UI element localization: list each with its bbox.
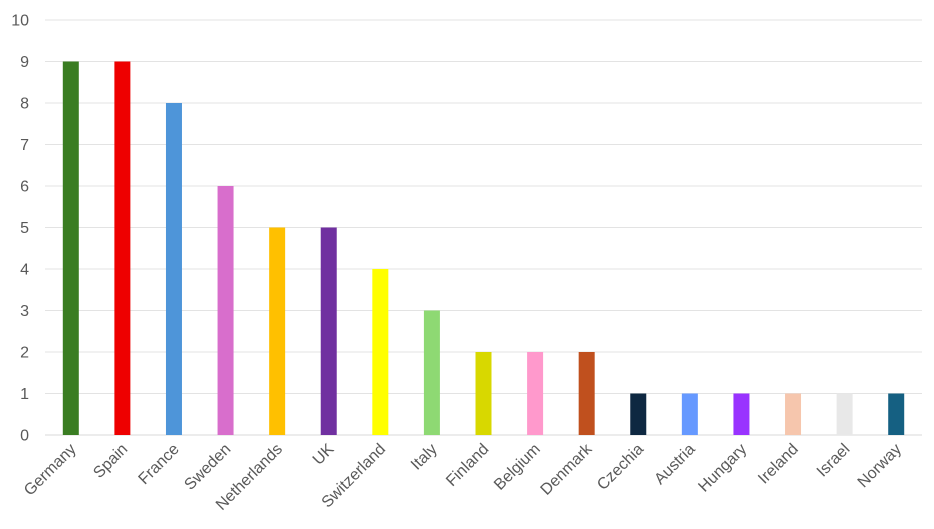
bar-israel bbox=[836, 393, 853, 435]
y-tick-label: 4 bbox=[20, 262, 29, 279]
y-tick-label: 0 bbox=[20, 428, 29, 445]
x-tick-label: Israel bbox=[814, 441, 854, 481]
x-tick-label: Czechia bbox=[594, 441, 647, 494]
x-tick-label: Norway bbox=[855, 441, 905, 491]
bar-italy bbox=[423, 310, 440, 435]
x-tick-label: Austria bbox=[651, 441, 698, 488]
x-tick-label: Sweden bbox=[181, 441, 234, 494]
x-tick-label: Ireland bbox=[755, 441, 802, 488]
x-tick-label: Spain bbox=[90, 441, 131, 482]
bars bbox=[62, 61, 905, 435]
y-tick-label: 9 bbox=[20, 54, 29, 71]
bar-austria bbox=[681, 393, 698, 435]
bar-uk bbox=[320, 227, 337, 435]
x-tick-label: Italy bbox=[408, 441, 441, 474]
bar-netherlands bbox=[269, 227, 286, 435]
x-tick-label: Finland bbox=[443, 441, 492, 490]
bar-hungary bbox=[733, 393, 750, 435]
gridlines bbox=[45, 19, 922, 436]
y-tick-label: 10 bbox=[11, 13, 29, 30]
bar-czechia bbox=[630, 393, 647, 435]
bar-sweden bbox=[217, 186, 234, 435]
y-tick-label: 8 bbox=[20, 96, 29, 113]
y-tick-label: 6 bbox=[20, 179, 29, 196]
bar-switzerland bbox=[372, 269, 389, 435]
bar-denmark bbox=[578, 352, 595, 435]
bar-belgium bbox=[527, 352, 544, 435]
y-tick-label: 1 bbox=[20, 386, 29, 403]
bar-spain bbox=[114, 61, 131, 435]
bar-finland bbox=[475, 352, 492, 435]
x-tick-label: Hungary bbox=[695, 441, 750, 496]
bar-france bbox=[165, 103, 182, 435]
y-tick-label: 2 bbox=[20, 345, 29, 362]
bar-ireland bbox=[785, 393, 802, 435]
x-tick-label: France bbox=[136, 441, 183, 488]
y-tick-label: 7 bbox=[20, 137, 29, 154]
y-tick-label: 5 bbox=[20, 220, 29, 237]
x-tick-label: UK bbox=[310, 441, 338, 469]
y-tick-label: 3 bbox=[20, 303, 29, 320]
x-tick-label: Belgium bbox=[491, 441, 544, 494]
y-axis-ticks: 0 1 2 3 4 5 6 7 8 9 10 bbox=[11, 13, 29, 445]
x-tick-label: Germany bbox=[21, 441, 80, 500]
bar-germany bbox=[62, 61, 79, 435]
bar-norway bbox=[888, 393, 905, 435]
x-tick-label: Denmark bbox=[538, 440, 597, 499]
